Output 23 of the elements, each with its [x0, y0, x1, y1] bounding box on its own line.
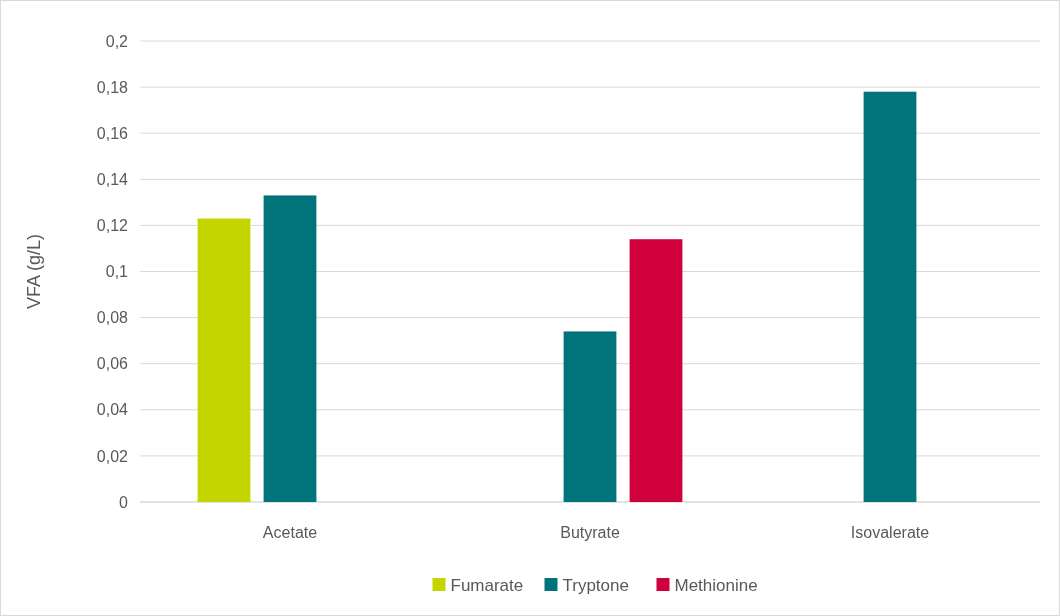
bar: [563, 331, 617, 502]
y-tick-label: 0,08: [96, 309, 129, 327]
y-tick-label: 0: [119, 493, 129, 511]
x-tick-label: Acetate: [262, 524, 318, 541]
legend-label: Tryptone: [562, 575, 629, 595]
y-tick-label: 0,06: [96, 355, 129, 373]
bar: [197, 218, 251, 502]
x-tick-label: Butyrate: [560, 524, 620, 541]
y-tick-label: 0,18: [96, 78, 129, 96]
x-tick-label: Isovalerate: [850, 524, 930, 541]
y-tick-label: 0,02: [96, 447, 129, 465]
bar: [263, 195, 317, 502]
y-tick-label: 0,1: [105, 263, 129, 281]
y-tick-label: 0,14: [96, 170, 129, 188]
y-tick-label: 0,16: [96, 124, 129, 142]
y-axis-title: VFA (g/L): [24, 233, 44, 310]
bar: [629, 239, 683, 502]
legend-label: Methionine: [674, 575, 758, 595]
y-tick-label: 0,2: [105, 32, 129, 50]
legend-label: Fumarate: [450, 575, 524, 595]
bar: [863, 91, 917, 502]
y-tick-label: 0,12: [96, 217, 129, 234]
y-tick-label: 0,04: [96, 401, 129, 419]
